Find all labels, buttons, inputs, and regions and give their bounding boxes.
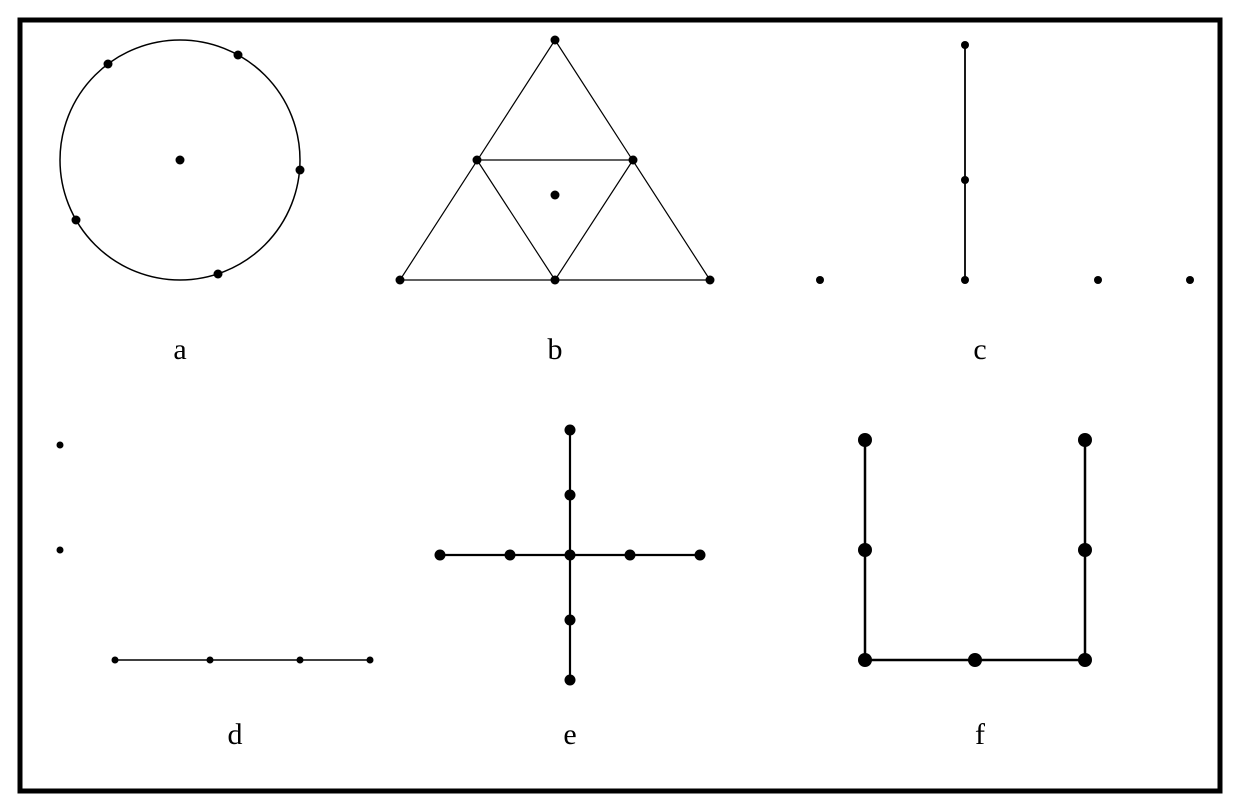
panel-f-point-3 xyxy=(968,653,982,667)
panel-b-point-2 xyxy=(629,156,638,165)
panel-c-point-0 xyxy=(961,41,969,49)
panel-d-point-4 xyxy=(297,657,304,664)
panel-a-point-4 xyxy=(72,216,81,225)
panel-a-point-2 xyxy=(104,60,113,69)
panel-c-point-3 xyxy=(816,276,824,284)
panel-b-point-4 xyxy=(551,276,560,285)
panel-e-point-2 xyxy=(565,550,576,561)
figure-canvas: a b c d e f xyxy=(0,0,1240,811)
panel-f-point-2 xyxy=(858,653,872,667)
panel-c-point-5 xyxy=(1186,276,1194,284)
panel-f-point-6 xyxy=(1078,433,1092,447)
panel-label-e: e xyxy=(563,718,576,752)
panel-e-point-0 xyxy=(565,425,576,436)
panel-a-point-5 xyxy=(214,270,223,279)
panel-a-point-0 xyxy=(176,156,185,165)
panel-b-line-4 xyxy=(477,160,555,280)
panel-e-point-5 xyxy=(435,550,446,561)
panel-a-point-3 xyxy=(296,166,305,175)
panel-e-point-6 xyxy=(505,550,516,561)
panel-label-b: b xyxy=(548,333,563,367)
panel-label-d: d xyxy=(228,718,243,752)
panel-e-point-3 xyxy=(565,615,576,626)
panel-d-point-2 xyxy=(112,657,119,664)
panel-f-point-0 xyxy=(858,433,872,447)
panel-e xyxy=(435,425,706,686)
panel-d-point-0 xyxy=(57,442,64,449)
panel-f-point-1 xyxy=(858,543,872,557)
panel-e-point-4 xyxy=(565,675,576,686)
panel-label-f: f xyxy=(975,718,985,752)
panel-e-point-1 xyxy=(565,490,576,501)
panel-c-point-4 xyxy=(1094,276,1102,284)
panel-c xyxy=(816,41,1194,284)
panel-e-point-8 xyxy=(695,550,706,561)
panel-b-line-5 xyxy=(555,160,633,280)
panel-label-a: a xyxy=(173,333,186,367)
panel-f-point-5 xyxy=(1078,543,1092,557)
panel-label-c: c xyxy=(973,333,986,367)
panel-a-point-1 xyxy=(234,51,243,60)
panel-f-point-4 xyxy=(1078,653,1092,667)
panel-b-point-5 xyxy=(706,276,715,285)
panel-e-point-7 xyxy=(625,550,636,561)
outer-frame xyxy=(20,20,1220,791)
panel-b xyxy=(396,36,715,285)
panel-a xyxy=(60,40,305,280)
panel-b-point-3 xyxy=(396,276,405,285)
panel-b-point-0 xyxy=(551,36,560,45)
panel-c-point-2 xyxy=(961,276,969,284)
panel-d-point-1 xyxy=(57,547,64,554)
panel-d xyxy=(57,442,374,664)
panel-f xyxy=(858,433,1092,667)
panel-b-point-1 xyxy=(473,156,482,165)
panel-b-point-6 xyxy=(551,191,560,200)
panel-c-point-1 xyxy=(961,176,969,184)
figure-svg xyxy=(0,0,1240,811)
panel-d-point-5 xyxy=(367,657,374,664)
panel-d-point-3 xyxy=(207,657,214,664)
